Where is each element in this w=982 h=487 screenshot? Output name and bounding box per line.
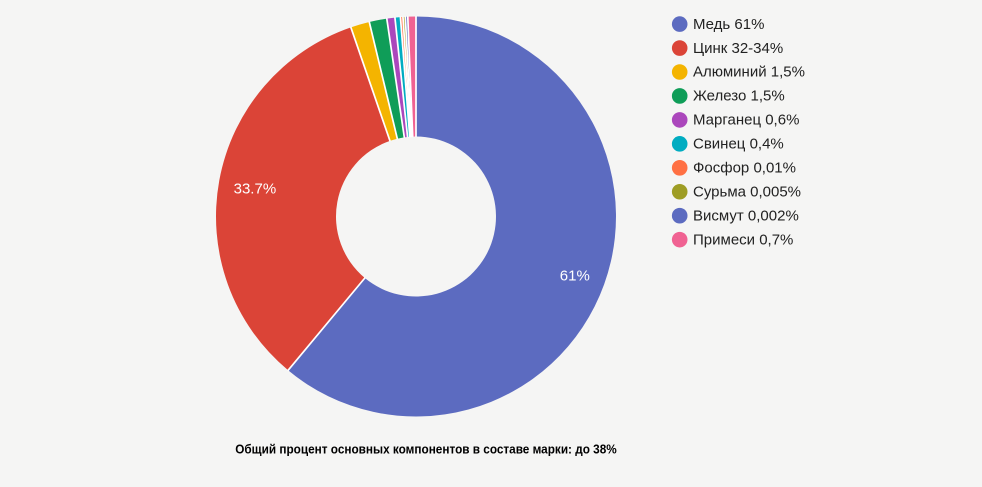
svg-text:Фосфор 0,01%: Фосфор 0,01% bbox=[693, 160, 796, 177]
svg-text:Висмут 0,002%: Висмут 0,002% bbox=[693, 207, 799, 224]
svg-text:Общий процент основных компоне: Общий процент основных компонентов в сос… bbox=[235, 442, 617, 457]
svg-text:Медь 61%: Медь 61% bbox=[693, 16, 764, 33]
svg-text:Марганец 0,6%: Марганец 0,6% bbox=[693, 112, 799, 129]
svg-text:Сурьма 0,005%: Сурьма 0,005% bbox=[693, 183, 801, 200]
svg-text:Цинк 32-34%: Цинк 32-34% bbox=[693, 40, 783, 57]
svg-text:Алюминий 1,5%: Алюминий 1,5% bbox=[693, 64, 805, 81]
svg-text:Железо 1,5%: Железо 1,5% bbox=[693, 88, 785, 105]
svg-text:Примеси 0,7%: Примеси 0,7% bbox=[693, 231, 793, 248]
svg-text:33.7%: 33.7% bbox=[234, 180, 277, 197]
svg-text:Свинец 0,4%: Свинец 0,4% bbox=[693, 136, 784, 153]
svg-text:61%: 61% bbox=[560, 268, 590, 285]
